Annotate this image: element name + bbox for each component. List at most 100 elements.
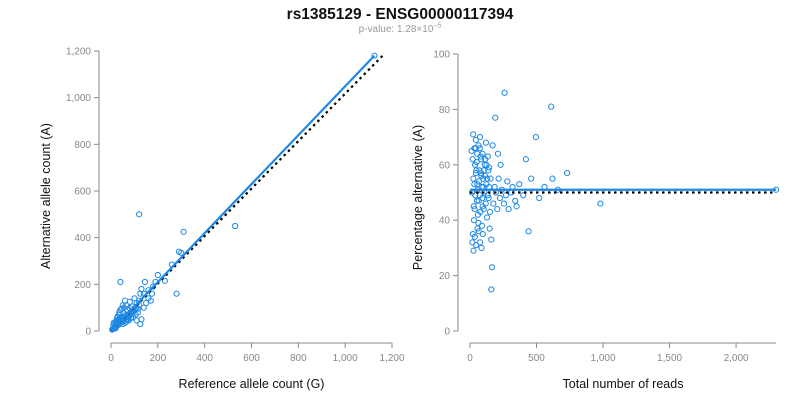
- x-tick-label: 800: [290, 353, 307, 364]
- data-point: [516, 181, 523, 188]
- data-point: [180, 228, 187, 235]
- data-point: [485, 194, 492, 202]
- data-point: [150, 283, 157, 290]
- data-point: [496, 194, 504, 202]
- data-point: [473, 167, 480, 174]
- reference-line: [110, 54, 384, 332]
- x-tick-label: 1,000: [591, 353, 616, 364]
- data-point: [597, 200, 604, 207]
- data-point: [488, 286, 495, 293]
- data-point: [143, 299, 150, 307]
- data-point: [505, 206, 512, 213]
- x-tick-label: 400: [196, 353, 213, 364]
- data-point: [490, 200, 497, 207]
- data-point: [476, 134, 484, 141]
- data-point: [124, 316, 131, 323]
- data-point: [492, 114, 499, 121]
- y-tick-label: 1,000: [66, 93, 91, 104]
- data-point: [480, 167, 487, 174]
- data-point: [548, 103, 555, 110]
- data-point: [147, 297, 154, 304]
- fit-line: [110, 54, 376, 332]
- data-point: [549, 175, 556, 182]
- data-point: [109, 326, 116, 333]
- y-tick-label: 40: [439, 216, 451, 227]
- data-point: [469, 156, 476, 163]
- x-tick-label: 200: [149, 353, 166, 364]
- y-tick-label: 0: [85, 327, 91, 338]
- data-point: [520, 192, 527, 199]
- data-point: [141, 278, 149, 286]
- data-point: [486, 208, 494, 215]
- data-point: [473, 197, 481, 204]
- data-point: [154, 271, 161, 279]
- data-point: [114, 313, 121, 320]
- data-point: [117, 278, 124, 286]
- y-tick-label: 0: [444, 327, 450, 338]
- data-point: [483, 214, 491, 221]
- x-tick-label: 0: [108, 353, 114, 364]
- data-point: [501, 89, 508, 96]
- data-point: [471, 206, 478, 213]
- percentage-alternative-scatter-plot: 0 500 1,000 1,500 2,000 0 20 40 60 80 100 Total num…: [411, 50, 780, 391]
- data-point: [481, 172, 489, 179]
- x-tick-label: 1,000: [333, 353, 358, 364]
- y-tick-label: 60: [439, 160, 451, 171]
- data-point: [140, 304, 147, 311]
- data-point: [136, 211, 143, 218]
- data-point: [484, 153, 491, 160]
- data-point: [477, 239, 484, 246]
- data-point: [486, 225, 493, 232]
- data-point: [479, 194, 486, 202]
- data-point: [475, 219, 482, 227]
- data-point: [476, 145, 483, 152]
- data-point: [471, 233, 478, 240]
- data-point: [131, 295, 138, 302]
- p-value-text: p-value: 1.28×10: [358, 24, 434, 35]
- data-point: [470, 203, 477, 210]
- data-point: [536, 194, 543, 202]
- data-point: [471, 181, 478, 188]
- data-point: [564, 170, 571, 177]
- data-point: [486, 164, 493, 171]
- data-point: [173, 290, 180, 297]
- chart-title: rs1385129 - ENSG00000117394: [286, 6, 514, 23]
- data-point: [161, 277, 168, 284]
- x-tick-label: 1,500: [657, 353, 682, 364]
- data-point: [504, 178, 511, 185]
- p-value-subtitle: p-value: 1.28×10−5: [0, 22, 800, 35]
- y-axis-title: Percentage alternative (A): [411, 125, 425, 270]
- data-point: [502, 192, 510, 199]
- y-tick-label: 100: [433, 50, 450, 61]
- data-point: [513, 203, 520, 210]
- data-point: [489, 142, 496, 149]
- data-point: [470, 217, 478, 224]
- y-tick-label: 20: [439, 271, 451, 282]
- data-point: [134, 309, 142, 316]
- data-point: [532, 134, 539, 141]
- data-point: [470, 175, 477, 182]
- data-point: [494, 206, 501, 213]
- data-point: [478, 156, 485, 163]
- data-point: [371, 52, 378, 59]
- data-point: [470, 131, 477, 138]
- p-value-exponent: −5: [433, 22, 442, 30]
- data-point: [482, 200, 489, 207]
- data-point: [500, 200, 508, 207]
- data-point: [134, 305, 142, 312]
- x-tick-label: 600: [243, 353, 260, 364]
- x-tick-label: 2,000: [724, 353, 749, 364]
- data-point: [471, 161, 479, 168]
- data-point: [482, 139, 490, 146]
- data-point: [478, 244, 485, 251]
- data-point: [528, 175, 535, 182]
- data-point: [497, 161, 504, 168]
- data-point: [232, 222, 239, 230]
- y-tick-label: 600: [74, 187, 91, 198]
- x-tick-label: 1,200: [379, 353, 404, 364]
- data-point: [488, 264, 496, 271]
- allele-count-scatter-plot: 0 200 400 600 800 1,000 1,200 0 200 400 600 800 1,00…: [39, 47, 405, 392]
- x-axis-title: Total number of reads: [563, 377, 684, 391]
- data-point: [474, 150, 481, 157]
